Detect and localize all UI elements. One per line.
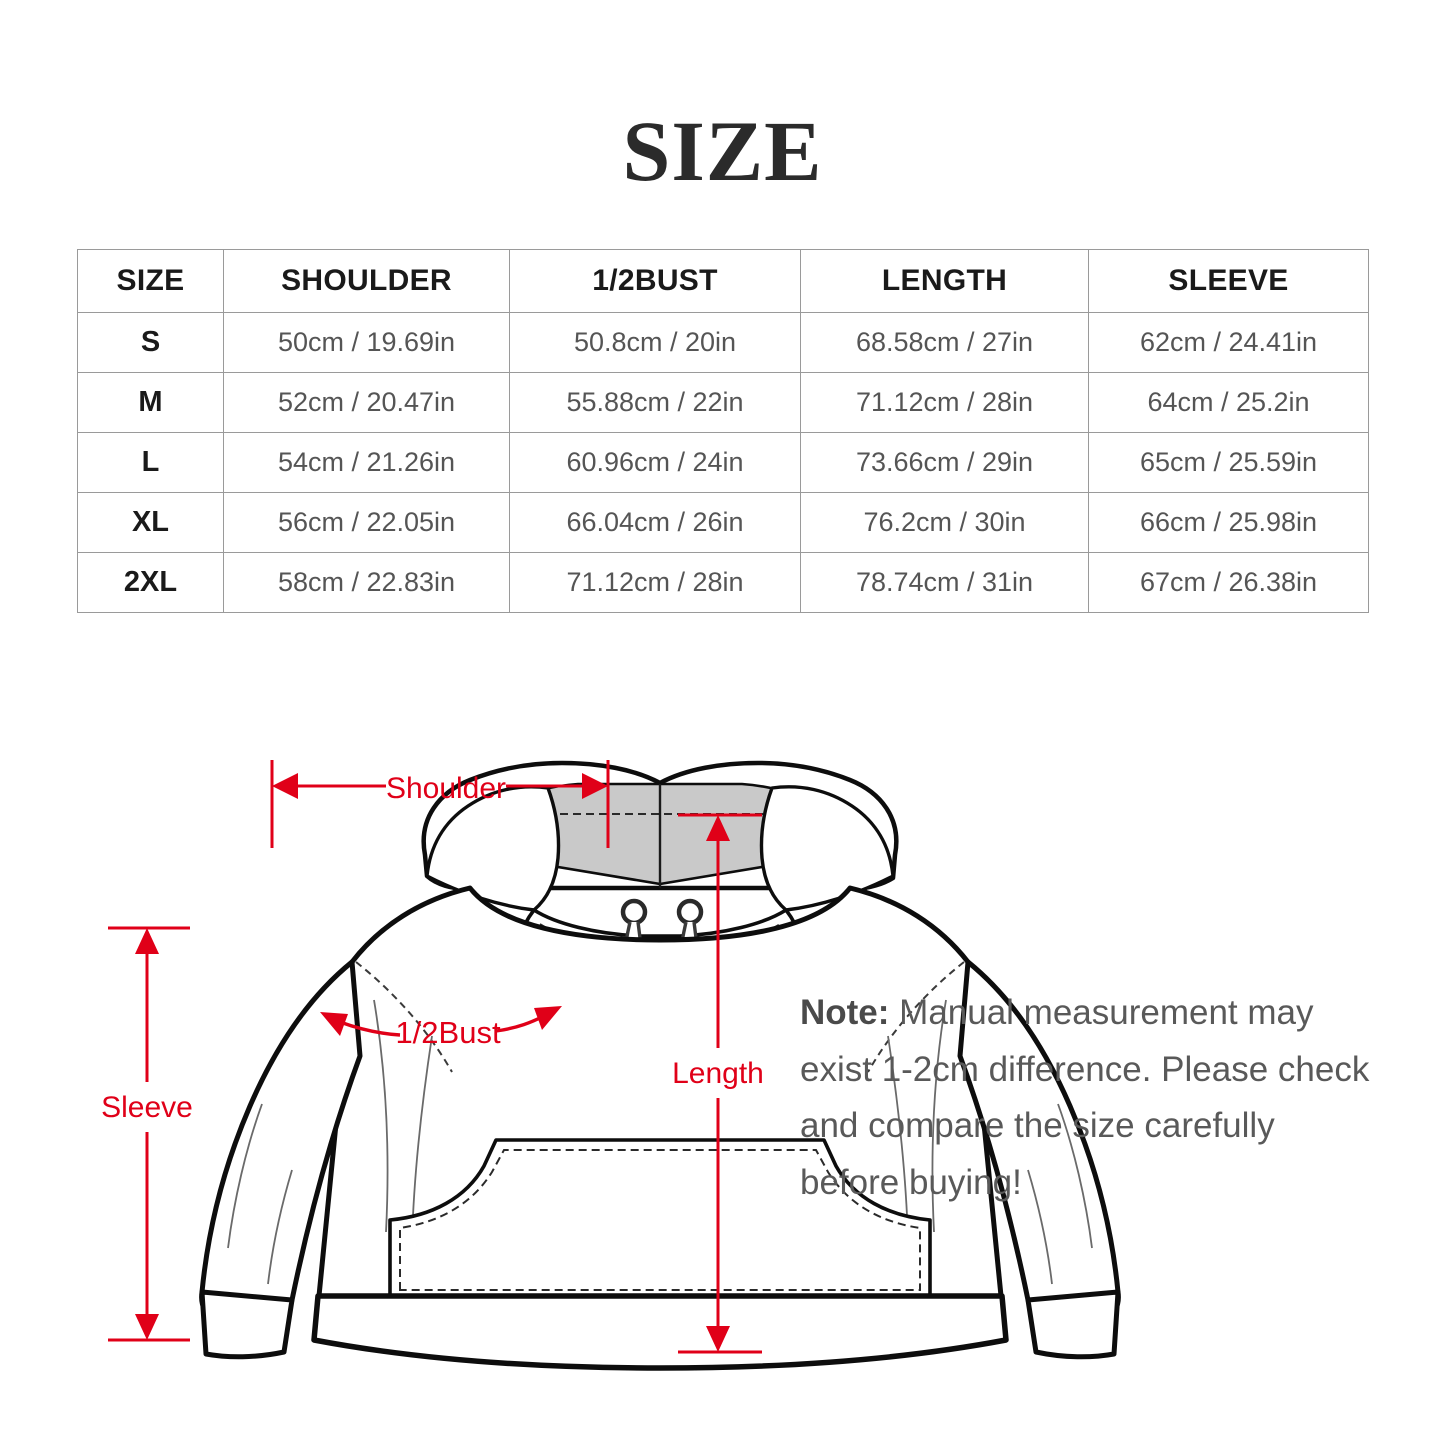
cell-length: 73.66cm / 29in xyxy=(800,432,1089,493)
shoulder-label: Shoulder xyxy=(386,772,506,805)
hood-right-panel xyxy=(759,785,895,912)
table-header-row: SIZE SHOULDER 1/2BUST LENGTH SLEEVE xyxy=(77,249,1369,313)
shoulder-arrowhead-right xyxy=(582,773,608,799)
drawstring-eyelet-right xyxy=(676,898,704,926)
cell-sleeve: 66cm / 25.98in xyxy=(1088,492,1369,553)
bust-arrowhead-left xyxy=(320,1012,348,1036)
cell-length: 68.58cm / 27in xyxy=(800,312,1089,373)
body-drape-left xyxy=(373,999,389,1233)
cell-shoulder: 54cm / 21.26in xyxy=(223,432,510,493)
sleeve-drape-right xyxy=(1057,1103,1093,1249)
cell-sleeve: 64cm / 25.2in xyxy=(1088,372,1369,433)
cell-bust: 55.88cm / 22in xyxy=(509,372,801,433)
cell-shoulder: 58cm / 22.83in xyxy=(223,552,510,613)
note-text: Manual measurement may exist 1-2cm diffe… xyxy=(800,993,1370,1203)
bust-measure-group: 1/2Bust xyxy=(320,1006,562,1050)
bottom-rib-hem xyxy=(311,1293,1009,1371)
cell-shoulder: 50cm / 19.69in xyxy=(223,312,510,373)
hood-left-panel xyxy=(425,785,561,912)
cell-length: 76.2cm / 30in xyxy=(800,492,1089,553)
measurement-annotations: Shoulder Sleeve Length xyxy=(101,760,764,1354)
bust-arrowhead-right xyxy=(534,1006,562,1030)
column-header-size: SIZE xyxy=(77,249,224,313)
table-row: 2XL 58cm / 22.83in 71.12cm / 28in 78.74c… xyxy=(77,552,1369,613)
sleeve-label: Sleeve xyxy=(101,1091,193,1124)
body-drape-right xyxy=(931,999,947,1233)
shoulder-arrowhead-left xyxy=(272,773,298,799)
sleeve-arrowhead-bottom xyxy=(135,1314,159,1340)
cell-shoulder: 52cm / 20.47in xyxy=(223,372,510,433)
bust-label: 1/2Bust xyxy=(395,1015,501,1050)
length-arrowhead-top xyxy=(706,815,730,841)
cell-length: 71.12cm / 28in xyxy=(800,372,1089,433)
hoodie-illustration xyxy=(199,760,1121,1371)
sleeve-drape-left xyxy=(227,1103,263,1249)
cell-bust: 60.96cm / 24in xyxy=(509,432,801,493)
bust-arrow-line-left xyxy=(339,1020,401,1037)
cell-size: M xyxy=(77,372,224,433)
sleeve-measure-group: Sleeve xyxy=(101,926,193,1342)
left-cuff xyxy=(199,1289,295,1360)
table-row: M 52cm / 20.47in 55.88cm / 22in 71.12cm … xyxy=(77,372,1369,433)
cell-sleeve: 65cm / 25.59in xyxy=(1088,432,1369,493)
cell-size: L xyxy=(77,432,224,493)
cell-sleeve: 67cm / 26.38in xyxy=(1088,552,1369,613)
cell-sleeve: 62cm / 24.41in xyxy=(1088,312,1369,373)
shoulder-measure-group: Shoulder xyxy=(270,760,610,848)
column-header-length: LENGTH xyxy=(800,249,1089,313)
size-chart-table: SIZE SHOULDER 1/2BUST LENGTH SLEEVE S 50… xyxy=(77,249,1369,613)
kangaroo-pocket-stitch xyxy=(399,1149,921,1291)
table-row: XL 56cm / 22.05in 66.04cm / 26in 76.2cm … xyxy=(77,492,1369,553)
column-header-bust: 1/2BUST xyxy=(509,249,801,313)
table-row: L 54cm / 21.26in 60.96cm / 24in 73.66cm … xyxy=(77,432,1369,493)
cell-size: S xyxy=(77,312,224,373)
cell-size: 2XL xyxy=(77,552,224,613)
measurement-diagram: Shoulder Sleeve Length xyxy=(0,700,1445,1400)
cell-size: XL xyxy=(77,492,224,553)
cell-bust: 50.8cm / 20in xyxy=(509,312,801,373)
sleeve-drape-left2 xyxy=(267,1169,293,1285)
right-cuff xyxy=(1025,1289,1121,1360)
cell-bust: 66.04cm / 26in xyxy=(509,492,801,553)
sleeve-arrowhead-top xyxy=(135,928,159,954)
left-shoulder-seam xyxy=(355,961,453,1073)
sleeve-drape-right2 xyxy=(1027,1169,1053,1285)
length-measure-group: Length xyxy=(672,813,764,1354)
drawstring-eyelet-left xyxy=(620,898,648,926)
length-arrowhead-bottom xyxy=(706,1326,730,1352)
table-row: S 50cm / 19.69in 50.8cm / 20in 68.58cm /… xyxy=(77,312,1369,373)
note-label: Note: xyxy=(800,993,890,1032)
right-shoulder-seam xyxy=(867,961,965,1073)
page-title: SIZE xyxy=(622,103,823,199)
length-label: Length xyxy=(672,1057,764,1090)
cell-length: 78.74cm / 31in xyxy=(800,552,1089,613)
cell-shoulder: 56cm / 22.05in xyxy=(223,492,510,553)
note-block: Note: Manual measurement may exist 1-2cm… xyxy=(800,985,1370,1212)
cell-bust: 71.12cm / 28in xyxy=(509,552,801,613)
kangaroo-pocket xyxy=(388,1138,932,1298)
column-header-sleeve: SLEEVE xyxy=(1088,249,1369,313)
column-header-shoulder: SHOULDER xyxy=(223,249,510,313)
